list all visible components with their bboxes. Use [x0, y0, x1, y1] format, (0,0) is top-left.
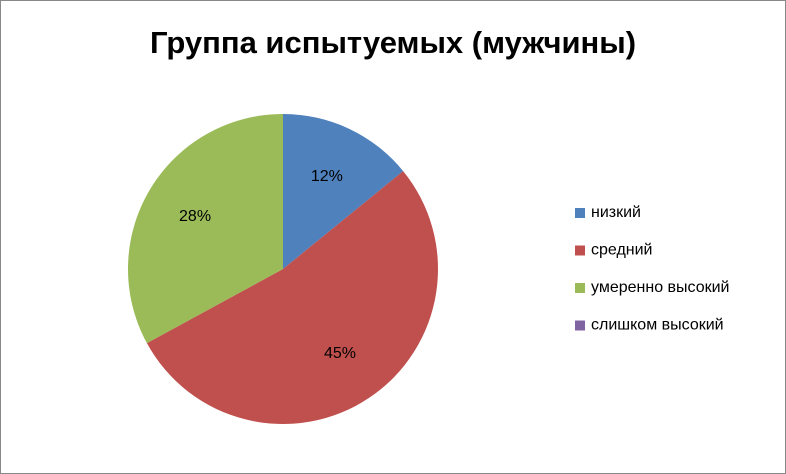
- data-label: 45%: [324, 345, 356, 362]
- legend-swatch: [575, 208, 585, 218]
- legend-swatch: [575, 245, 585, 256]
- data-label: 12%: [311, 168, 343, 185]
- chart-title: Группа испытуемых (мужчины): [150, 25, 636, 60]
- legend-label: слишком высокий: [591, 317, 724, 334]
- legend-swatch: [575, 283, 585, 293]
- legend-label: средний: [591, 242, 653, 259]
- pie-slice: [283, 114, 404, 269]
- legend-swatch: [575, 320, 585, 331]
- data-label: 28%: [179, 208, 211, 225]
- legend-label: умеренно высокий: [591, 279, 729, 296]
- legend-label: низкий: [591, 204, 641, 221]
- pie-slice: [127, 114, 283, 344]
- pie-slice: [146, 171, 438, 425]
